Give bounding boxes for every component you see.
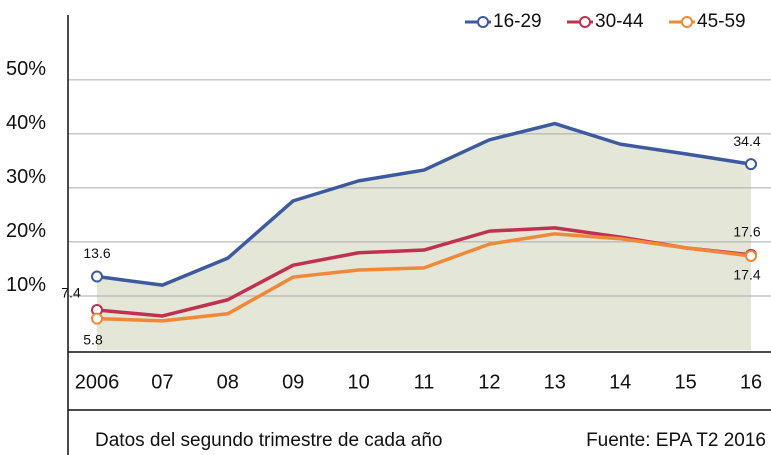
point-marker [745,158,757,171]
value-label: 34.4 [733,133,760,149]
series-line [96,121,752,287]
x-tick-label: 2006 [75,371,120,393]
legend-marker [477,16,489,28]
x-tick-label: 07 [151,371,173,393]
footnote: Datos del segundo trimestre de cada año [95,430,443,451]
y-tick-label: 20% [6,220,46,242]
y-tick-label: 40% [6,112,46,134]
x-tick-label: 16 [740,371,762,393]
series-line [96,232,752,323]
y-tick-label: 50% [6,58,46,80]
point-marker [745,249,757,262]
x-tick-label: 08 [217,371,239,393]
point-marker [91,312,103,325]
legend-marker [579,16,591,28]
value-label: 17.4 [733,267,760,283]
legend-label: 45-59 [697,11,746,32]
point-marker [91,270,103,283]
x-tick-label: 15 [674,371,696,393]
value-label: 7.4 [61,285,81,301]
x-tick-label: 09 [282,371,304,393]
area [97,123,751,351]
value-label: 13.6 [83,245,110,261]
x-tick-label: 11 [414,371,435,393]
y-tick-label: 30% [6,166,46,188]
value-label: 5.8 [83,331,103,347]
legend-marker [681,16,693,28]
x-tick-label: 13 [544,371,566,393]
back-layer [97,123,751,351]
legend-label: 16-29 [493,11,542,32]
legend-label: 30-44 [595,11,644,32]
value-label: 17.6 [733,224,760,240]
source: Fuente: EPA T2 2016 [586,430,766,451]
x-tick-label: 12 [478,371,500,393]
x-tick-label: 10 [347,371,369,393]
y-tick-label: 10% [6,274,46,296]
x-tick-label: 14 [609,371,631,393]
